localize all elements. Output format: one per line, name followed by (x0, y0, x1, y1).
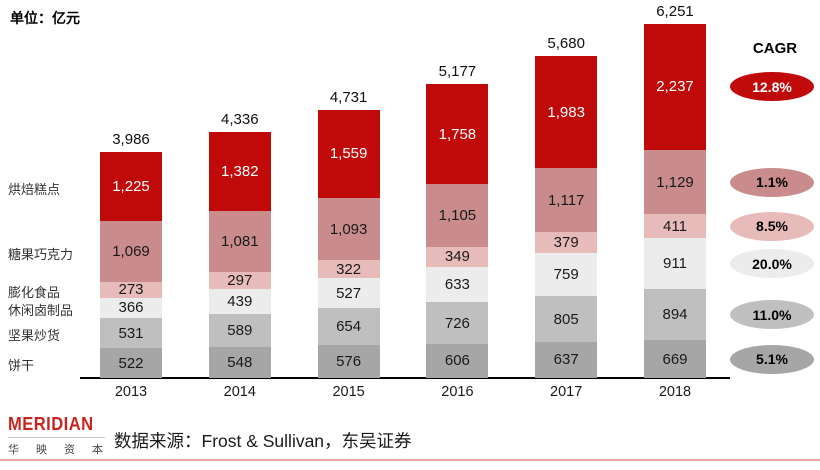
bar-segment-2018-坚果炒货: 894 (644, 289, 706, 341)
meridian-logo: MERIDIAN 华 映 资 本 (8, 414, 105, 457)
bar-segment-2014-坚果炒货: 589 (208, 313, 271, 347)
cagr-badge-糖果巧克力: 1.1% (730, 167, 814, 197)
bar-segment-2013-饼干: 522 (100, 348, 162, 378)
bar-segment-2015-休闲卤制品: 527 (317, 278, 380, 309)
cagr-badge-饼干: 5.1% (730, 344, 814, 374)
unit-label: 单位：亿元 (10, 10, 80, 26)
meridian-logo-chinese: 华映资本 (8, 441, 103, 457)
bar-segment-2018-烘焙糕点: 2,237 (644, 23, 706, 151)
bar-segment-2017-休闲卤制品: 759 (535, 253, 598, 297)
bar-segment-2016-饼干: 606 (426, 343, 489, 378)
bar-segment-2018-糖果巧克力: 1,129 (644, 150, 706, 215)
bar-segment-2013-烘焙糕点: 1,225 (100, 151, 162, 222)
bottom-rule (0, 459, 820, 461)
bar-segment-2016-烘焙糕点: 1,758 (426, 84, 489, 185)
bar-segment-2016-休闲卤制品: 633 (426, 266, 489, 303)
bar-segment-2017-饼干: 637 (535, 341, 598, 378)
logo-char: 资 (64, 444, 75, 456)
total-label-2014: 4,336 (221, 111, 259, 129)
category-label-烘焙糕点: 烘焙糕点 (8, 181, 61, 197)
bar-segment-2015-糖果巧克力: 1,093 (317, 198, 380, 261)
bar-segment-2017-坚果炒货: 805 (535, 296, 598, 342)
logo-char: 映 (36, 444, 47, 456)
bar-segment-2014-烘焙糕点: 1,382 (208, 132, 271, 211)
bar-segment-2017-膨化食品: 379 (535, 231, 598, 254)
total-label-2015: 4,731 (329, 88, 368, 106)
cagr-badge-休闲卤制品: 20.0% (730, 249, 814, 279)
bar-segment-2017-糖果巧克力: 1,117 (535, 168, 598, 232)
bar-segment-2016-糖果巧克力: 1,105 (426, 184, 489, 247)
bar-segment-2018-休闲卤制品: 911 (644, 237, 706, 290)
x-axis-line (80, 377, 730, 379)
bar-segment-2018-饼干: 669 (644, 340, 706, 378)
cagr-badge-烘焙糕点: 12.8% (730, 72, 814, 102)
bar-segment-2015-饼干: 576 (317, 345, 380, 378)
bar-segment-2016-膨化食品: 349 (426, 246, 489, 267)
cagr-column-title: CAGR (752, 40, 798, 57)
category-label-糖果巧克力: 糖果巧克力 (8, 246, 74, 262)
cagr-badge-坚果炒货: 11.0% (730, 300, 814, 330)
bar-segment-2015-坚果炒货: 654 (317, 308, 380, 346)
x-axis-tick-2015: 2015 (332, 384, 365, 400)
logo-divider-line (8, 437, 105, 438)
category-label-膨化食品: 膨化食品 (8, 284, 61, 300)
bar-segment-2016-坚果炒货: 726 (426, 302, 489, 344)
bar-segment-2015-烘焙糕点: 1,559 (317, 109, 380, 199)
x-axis-tick-2017: 2017 (550, 384, 583, 400)
x-axis-tick-2014: 2014 (223, 384, 256, 400)
x-axis-tick-2016: 2016 (441, 384, 474, 400)
bar-segment-2018-膨化食品: 411 (644, 214, 706, 238)
meridian-logo-wordmark: MERIDIAN (8, 414, 94, 434)
total-label-2016: 5,177 (438, 63, 477, 81)
total-label-2017: 5,680 (547, 34, 585, 52)
bar-segment-2014-饼干: 548 (208, 346, 271, 378)
bar-segment-2013-休闲卤制品: 366 (100, 297, 162, 319)
bar-segment-2014-糖果巧克力: 1,081 (208, 210, 271, 272)
bar-segment-2013-坚果炒货: 531 (100, 318, 162, 349)
bar-segment-2015-膨化食品: 322 (317, 260, 380, 279)
bar-segment-2013-糖果巧克力: 1,069 (100, 221, 162, 283)
bar-segment-2013-膨化食品: 273 (100, 281, 162, 298)
cagr-badge-膨化食品: 8.5% (730, 211, 814, 241)
total-label-2013: 3,986 (112, 130, 150, 148)
category-label-休闲卤制品: 休闲卤制品 (8, 302, 74, 318)
x-axis-tick-2013: 2013 (114, 384, 148, 400)
data-source-text: 数据来源：Frost & Sullivan，东吴证券 (114, 431, 412, 451)
bar-segment-2014-休闲卤制品: 439 (208, 288, 271, 314)
category-label-饼干: 饼干 (8, 358, 35, 374)
category-label-坚果炒货: 坚果炒货 (8, 328, 61, 344)
total-label-2018: 6,251 (656, 2, 694, 20)
x-axis-tick-2018: 2018 (658, 384, 692, 400)
bar-segment-2017-烘焙糕点: 1,983 (535, 55, 598, 169)
logo-char: 华 (8, 444, 19, 456)
logo-char: 本 (92, 444, 103, 456)
bar-segment-2014-膨化食品: 297 (208, 272, 271, 289)
